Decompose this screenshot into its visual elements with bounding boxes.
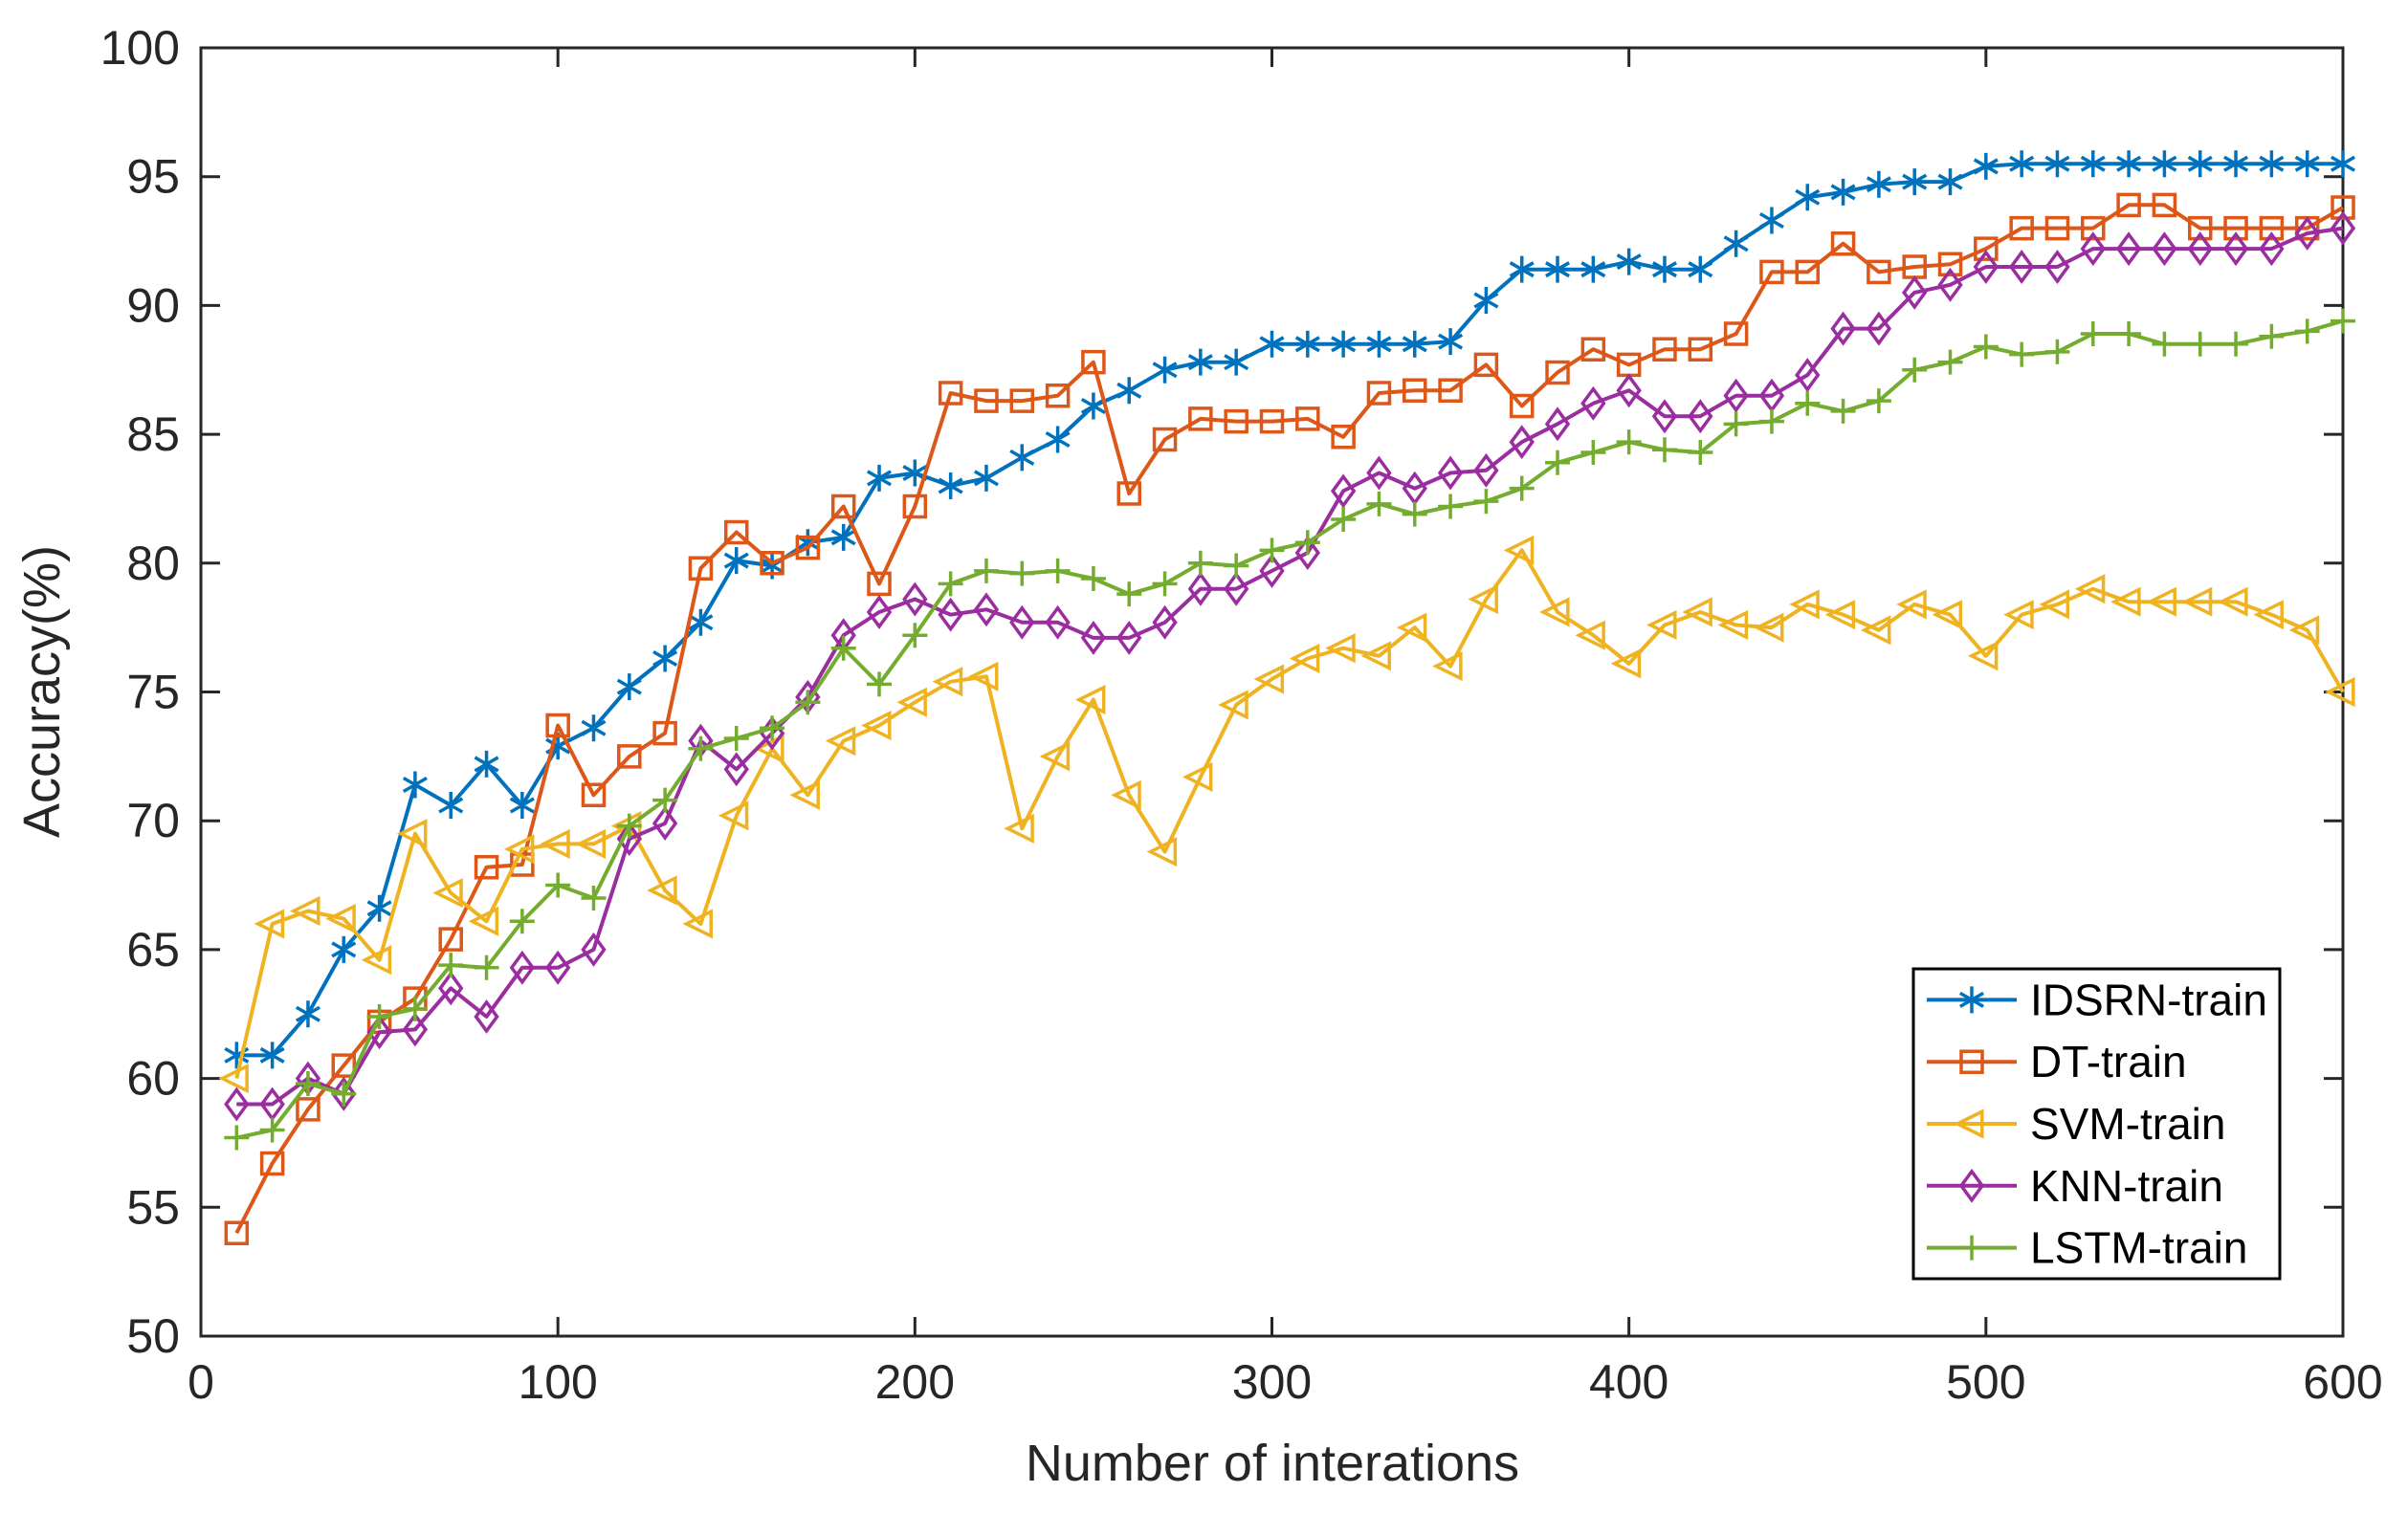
legend-marker-square-icon [1959, 1049, 1984, 1074]
y-tick-label-75: 75 [126, 666, 180, 719]
y-tick-label-85: 85 [126, 407, 180, 461]
legend-label-SVM-train: SVM-train [2030, 1099, 2225, 1149]
legend-label-LSTM-train: LSTM-train [2030, 1223, 2247, 1273]
legend-marker-diamond-icon [1958, 1168, 1985, 1203]
legend-marker-triangle-left-icon [1954, 1108, 1984, 1139]
legend-label-IDSRN-train: IDSRN-train [2030, 975, 2267, 1024]
legend-item-DT-train: DT-train [1927, 1037, 2187, 1086]
y-axis-title: Accuracy(%) [13, 545, 71, 838]
series-IDSRN-train-markers [224, 150, 2355, 1069]
legend-marker-asterisk-icon [1959, 986, 1984, 1014]
y-tick-label-55: 55 [126, 1180, 180, 1234]
x-tick-label-100: 100 [518, 1355, 597, 1409]
y-tick-label-65: 65 [126, 923, 180, 976]
series-LSTM-train-markers [224, 308, 2355, 1151]
legend-item-LSTM-train: LSTM-train [1927, 1223, 2247, 1273]
x-tick-label-400: 400 [1589, 1355, 1668, 1409]
y-tick-label-70: 70 [126, 794, 180, 847]
legend-label-DT-train: DT-train [2030, 1037, 2187, 1086]
legend-item-IDSRN-train: IDSRN-train [1927, 975, 2267, 1024]
x-axis-title: Number of interations [1026, 1435, 1519, 1492]
legend-marker-plus-icon [1959, 1235, 1984, 1261]
series-SVM-train-line [234, 548, 2345, 1080]
legend-label-KNN-train: KNN-train [2030, 1161, 2223, 1211]
legend-item-SVM-train: SVM-train [1927, 1099, 2225, 1149]
x-tick-label-300: 300 [1232, 1355, 1312, 1409]
x-tick-label-500: 500 [1946, 1355, 2025, 1409]
y-tick-label-90: 90 [126, 278, 180, 332]
y-tick-label-100: 100 [100, 21, 180, 75]
y-tick-label-80: 80 [126, 537, 180, 590]
x-tick-label-600: 600 [2303, 1355, 2382, 1409]
series-KNN-train-line [236, 226, 2344, 1107]
legend-item-KNN-train: KNN-train [1927, 1161, 2223, 1211]
x-tick-label-200: 200 [875, 1355, 955, 1409]
y-tick-label-60: 60 [126, 1052, 180, 1106]
series-IDSRN-train-line [236, 162, 2343, 1058]
y-tick-label-50: 50 [126, 1309, 180, 1363]
series-SVM-train-markers [218, 535, 2355, 1094]
series-DT-train-markers [224, 192, 2355, 1245]
y-tick-label-95: 95 [126, 150, 180, 204]
x-tick-label-0: 0 [188, 1355, 214, 1409]
